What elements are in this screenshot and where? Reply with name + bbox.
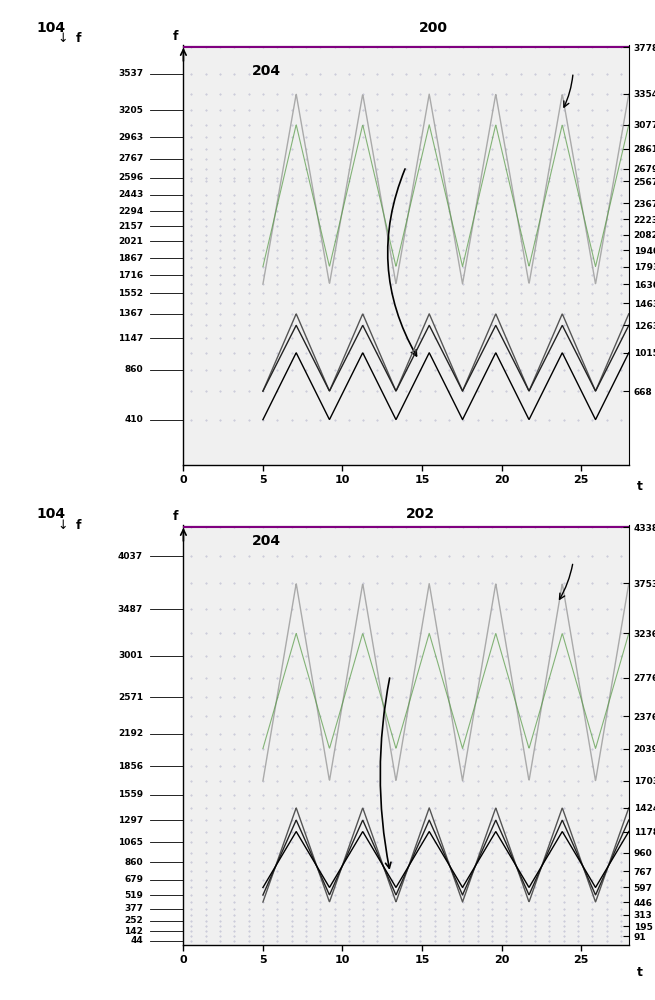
Text: 860: 860 bbox=[124, 858, 143, 867]
Text: 252: 252 bbox=[124, 916, 143, 925]
Text: 104: 104 bbox=[36, 21, 65, 35]
Text: f: f bbox=[173, 510, 178, 523]
Text: 2294: 2294 bbox=[118, 207, 143, 216]
Text: 2192: 2192 bbox=[118, 729, 143, 738]
Text: 679: 679 bbox=[124, 875, 143, 884]
Text: 1552: 1552 bbox=[118, 289, 143, 298]
Text: 2767: 2767 bbox=[118, 154, 143, 163]
Text: 44: 44 bbox=[130, 936, 143, 945]
Text: t: t bbox=[637, 480, 643, 493]
Text: f: f bbox=[75, 519, 81, 532]
Text: 142: 142 bbox=[124, 927, 143, 936]
Text: 200: 200 bbox=[419, 21, 448, 35]
Text: 860: 860 bbox=[124, 365, 143, 374]
Text: t: t bbox=[637, 966, 643, 979]
Text: 1559: 1559 bbox=[118, 790, 143, 799]
Text: 519: 519 bbox=[124, 891, 143, 900]
Text: 2443: 2443 bbox=[118, 190, 143, 199]
Text: 1867: 1867 bbox=[118, 254, 143, 263]
Text: 1856: 1856 bbox=[118, 762, 143, 771]
Text: ↓: ↓ bbox=[57, 519, 67, 532]
Text: 3487: 3487 bbox=[118, 605, 143, 614]
Text: 204: 204 bbox=[252, 64, 281, 78]
Text: 3001: 3001 bbox=[119, 651, 143, 660]
Text: 410: 410 bbox=[124, 415, 143, 424]
Text: 1367: 1367 bbox=[118, 309, 143, 318]
Text: 2157: 2157 bbox=[118, 222, 143, 231]
Text: 2571: 2571 bbox=[118, 693, 143, 702]
Text: 1147: 1147 bbox=[118, 334, 143, 343]
Text: 377: 377 bbox=[124, 904, 143, 913]
Text: 202: 202 bbox=[406, 507, 435, 521]
Text: 2963: 2963 bbox=[118, 133, 143, 142]
Text: 204: 204 bbox=[252, 534, 281, 548]
Text: 3537: 3537 bbox=[118, 69, 143, 78]
Text: 1297: 1297 bbox=[118, 816, 143, 825]
Text: f: f bbox=[75, 32, 81, 45]
Text: ↓: ↓ bbox=[57, 32, 67, 45]
Text: 2021: 2021 bbox=[118, 237, 143, 246]
Text: f: f bbox=[173, 30, 178, 43]
Text: 1716: 1716 bbox=[118, 271, 143, 280]
Text: 104: 104 bbox=[36, 507, 65, 521]
Text: 1065: 1065 bbox=[118, 838, 143, 847]
Text: 2596: 2596 bbox=[118, 173, 143, 182]
Text: 4037: 4037 bbox=[118, 552, 143, 561]
Text: 3205: 3205 bbox=[118, 106, 143, 115]
